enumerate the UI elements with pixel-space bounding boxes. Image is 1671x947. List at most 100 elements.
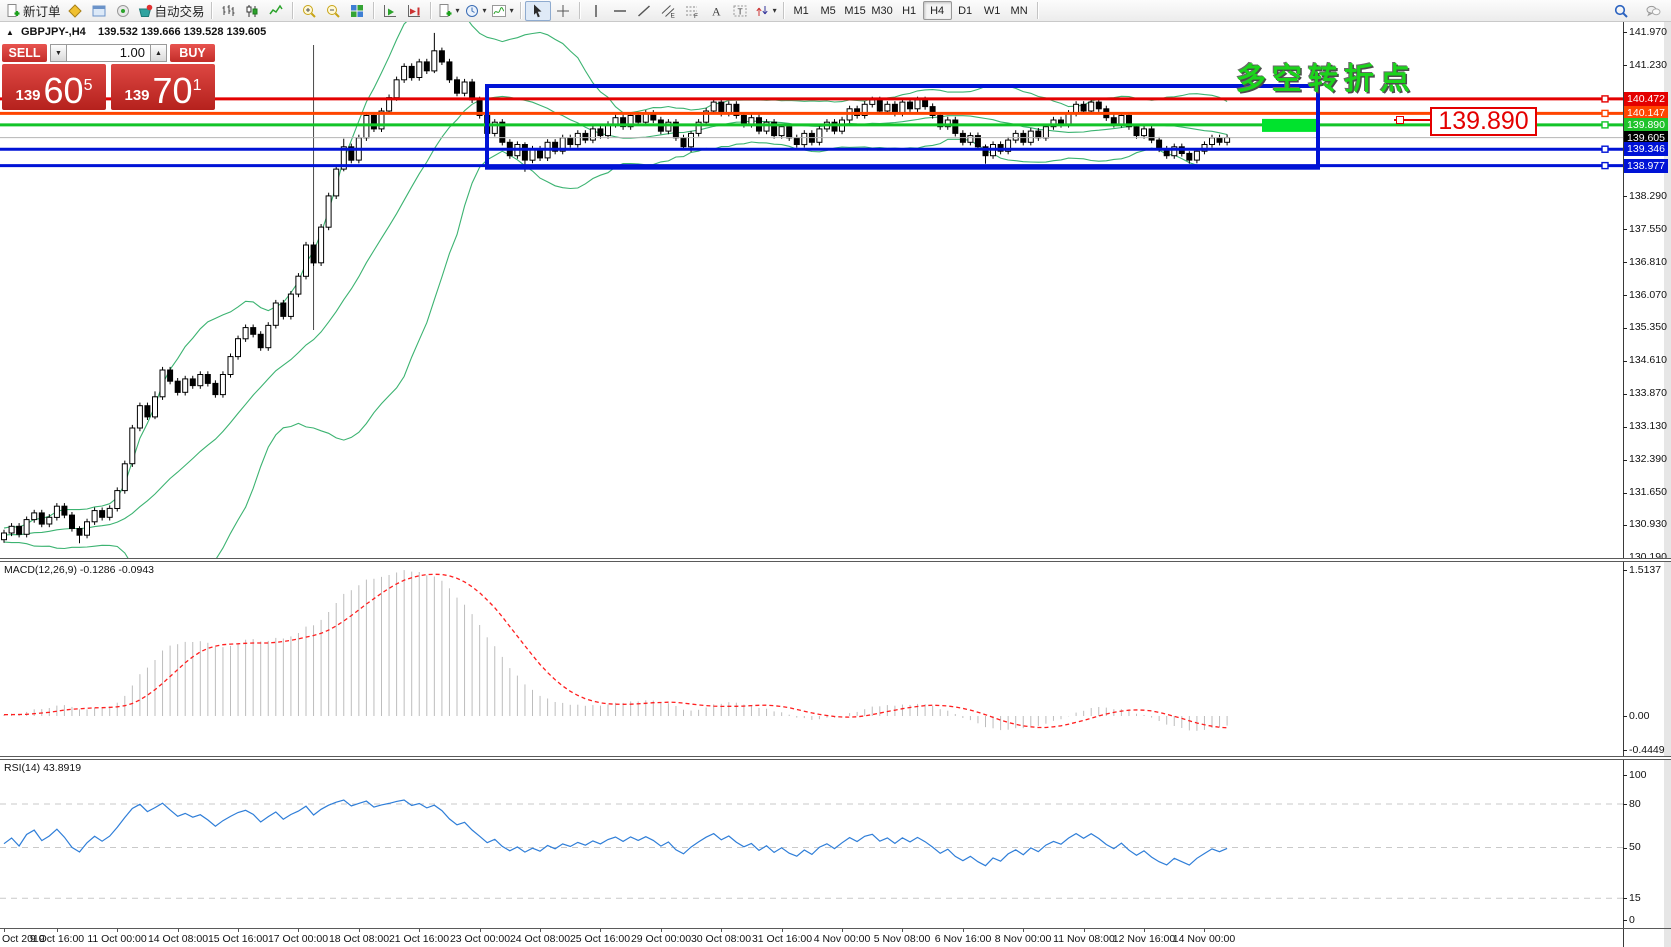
- x-axis-label: 9 Oct 16:00: [29, 933, 85, 945]
- y-axis-tick: [1623, 262, 1627, 263]
- dropdown-caret-icon: ▾: [509, 6, 514, 15]
- line-anchor[interactable]: [1601, 109, 1609, 118]
- bollinger-middle-band: [3, 95, 1228, 536]
- buy-button[interactable]: BUY: [170, 44, 215, 62]
- timeframe-M15-button[interactable]: M15: [844, 4, 866, 17]
- vertical-line-button[interactable]: [584, 1, 608, 21]
- line-anchor[interactable]: [1601, 145, 1609, 153]
- trendline-icon: [637, 4, 650, 17]
- chat-icon[interactable]: [1641, 1, 1665, 21]
- candlestick-chart-button[interactable]: [240, 1, 264, 21]
- turning-point-annotation[interactable]: 多空转折点: [1236, 63, 1416, 96]
- market-watch-button[interactable]: [63, 1, 87, 21]
- volume-up-button[interactable]: ▲: [150, 44, 167, 62]
- linechart-icon: [268, 4, 283, 14]
- collapse-icon[interactable]: ▲: [6, 28, 14, 37]
- line-anchor[interactable]: [1601, 95, 1609, 103]
- new-order-button[interactable]: 新订单: [3, 1, 63, 21]
- pane-separator[interactable]: [0, 756, 1671, 760]
- consolidation-rectangle-object[interactable]: [485, 84, 1320, 170]
- candle-body: [46, 516, 53, 525]
- fibonacci-button[interactable]: F: [680, 1, 704, 21]
- channel-button[interactable]: E: [656, 1, 680, 21]
- green-highlight-bar[interactable]: [1262, 118, 1320, 132]
- timeframe-M1-button[interactable]: M1: [793, 4, 809, 17]
- search-icon[interactable]: [1609, 1, 1633, 21]
- zoom-in-button[interactable]: [297, 1, 321, 21]
- candle-body: [401, 65, 408, 81]
- autotrading-button[interactable]: 自动交易: [135, 1, 207, 21]
- data-window-button[interactable]: [87, 1, 111, 21]
- text-button[interactable]: A: [704, 1, 728, 21]
- candle-body: [861, 103, 868, 117]
- new-order-menu-button[interactable]: ▾: [435, 1, 462, 21]
- price-callout-box[interactable]: 139.890: [1430, 107, 1537, 136]
- navigator-button[interactable]: [111, 1, 135, 21]
- x-axis-label: 23 Oct 00:00: [449, 933, 511, 945]
- zoom-out-button[interactable]: [321, 1, 345, 21]
- x-axis-label: 12 Nov 16:00: [1112, 933, 1176, 945]
- text-label-button[interactable]: T: [728, 1, 752, 21]
- y-axis-tick: [1623, 328, 1627, 329]
- sell-price-panel[interactable]: 139 60 5: [2, 64, 106, 110]
- candle-body: [31, 512, 38, 521]
- tile-windows-button[interactable]: [345, 1, 369, 21]
- diamond-icon: [67, 3, 82, 18]
- trendline-button[interactable]: [632, 1, 656, 21]
- periods-menu-button[interactable]: ▾: [462, 1, 489, 21]
- dropdown-caret-icon: ▾: [482, 6, 487, 15]
- y-axis-tick: [1623, 394, 1627, 395]
- price-level-label: 140.147: [1624, 106, 1668, 120]
- volume-input[interactable]: 1.00: [67, 44, 150, 62]
- crosshair-button[interactable]: [551, 1, 575, 21]
- buy-price-sup: 1: [192, 77, 202, 94]
- horizontal-line-button[interactable]: [608, 1, 632, 21]
- line-chart-button[interactable]: [264, 1, 288, 21]
- candle-body: [8, 525, 15, 534]
- candle-body: [242, 327, 249, 340]
- auto-scroll-button[interactable]: [378, 1, 402, 21]
- rsi-axis-tick: [1623, 775, 1627, 776]
- volume-down-button[interactable]: ▼: [50, 44, 67, 62]
- fibo-icon: F: [685, 6, 698, 19]
- price-box-anchor[interactable]: [1396, 116, 1404, 124]
- arrows-button[interactable]: ▾: [752, 1, 779, 21]
- line-anchor[interactable]: [1601, 161, 1609, 170]
- candle-body: [552, 141, 559, 152]
- one-click-trading-panel: SELL ▼ 1.00 ▲ BUY 139 60 5 139 70 1: [2, 44, 215, 110]
- sell-button[interactable]: SELL: [2, 44, 47, 62]
- y-axis-tick-label: 136.070: [1629, 289, 1667, 301]
- candle-body: [899, 101, 906, 114]
- line-anchor[interactable]: [1601, 121, 1609, 129]
- clock-icon: [465, 4, 478, 17]
- timeframe-M5-button[interactable]: M5: [820, 4, 836, 17]
- chart-shift-button[interactable]: [402, 1, 426, 21]
- timeframe-H1-button[interactable]: H1: [902, 4, 917, 17]
- zoom-in-icon: [302, 4, 316, 18]
- x-axis-tick: [480, 929, 481, 932]
- x-axis-tick: [842, 929, 843, 932]
- timeframe-MN-button[interactable]: MN: [1010, 4, 1028, 17]
- candle-body: [816, 128, 823, 143]
- pane-separator[interactable]: [0, 558, 1671, 562]
- basket-icon: [138, 4, 152, 17]
- indicators-menu-button[interactable]: ▾: [489, 1, 516, 21]
- price-level-label: 139.346: [1624, 142, 1668, 156]
- candle-body: [1224, 137, 1231, 143]
- timeframe-M30-button[interactable]: M30: [871, 4, 893, 17]
- x-axis-tick: [298, 929, 299, 932]
- candle-body: [907, 101, 913, 110]
- cursor-button[interactable]: [524, 0, 551, 21]
- timeframe-W1-button[interactable]: W1: [983, 4, 1001, 17]
- candle-body: [446, 61, 453, 81]
- toolbar-separator: [429, 2, 431, 19]
- timeframe-H4-button[interactable]: H4: [922, 1, 952, 20]
- x-axis-tick: [721, 929, 722, 932]
- candle-body: [325, 195, 332, 228]
- timeframe-D1-button[interactable]: D1: [958, 4, 973, 17]
- candle-body: [152, 396, 158, 418]
- candle-body: [635, 115, 642, 123]
- buy-price-panel[interactable]: 139 70 1: [111, 64, 215, 110]
- y-axis-tick-label: 138.290: [1629, 190, 1667, 202]
- bar-chart-button[interactable]: [216, 1, 240, 21]
